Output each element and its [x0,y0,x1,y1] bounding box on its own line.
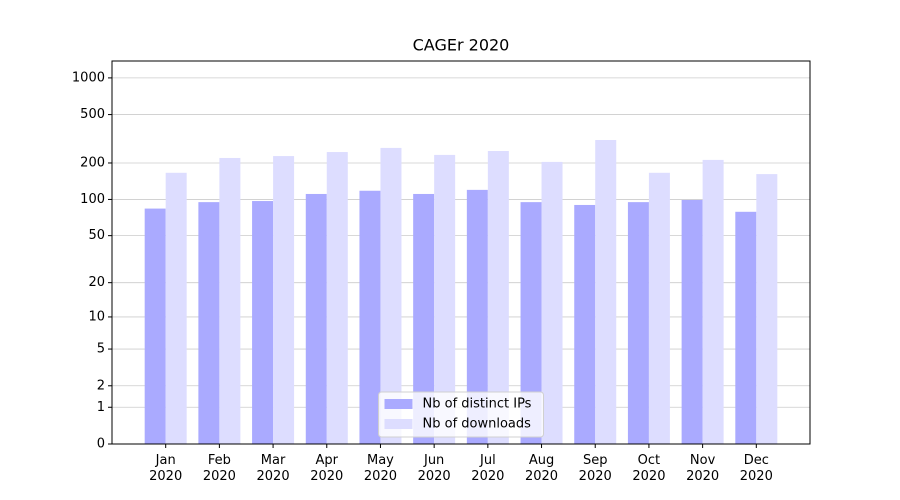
x-tick-label: Jul 2020 [471,453,505,484]
x-tick-label: Oct 2020 [632,453,666,484]
legend-label: Nb of downloads [423,417,532,432]
plot-frame [111,60,811,445]
legend-box [378,391,544,438]
y-tick-label: 200 [80,155,105,170]
x-tick-label: Nov 2020 [686,453,720,484]
x-tick-label: Aug 2020 [524,453,559,484]
bar [574,204,596,444]
bar [702,159,724,444]
bar [466,189,488,444]
bar [413,193,435,444]
x-tick-label: Feb 2020 [202,453,236,484]
legend-swatch [384,419,413,429]
legend-swatch [384,399,413,409]
y-tick-label: 5 [97,342,105,357]
bar [198,202,220,444]
y-tick-label: 100 [80,192,105,207]
x-tick-label: Sep 2020 [578,453,612,484]
bar [326,152,348,445]
bar [627,202,649,444]
bar [541,161,563,444]
bar [487,150,509,444]
bar [681,199,703,444]
bar [648,172,670,444]
bar [144,208,166,444]
x-tick-label: May 2020 [363,453,397,484]
legend-label: Nb of distinct IPs [423,397,532,412]
y-tick-label: 0 [97,437,105,452]
y-tick-label: 2 [97,378,105,393]
y-tick-label: 50 [88,228,105,243]
y-tick-label: 1 [97,400,105,415]
bar [520,202,542,444]
bar [595,140,617,444]
bar [735,211,757,444]
x-tick-label: Jan 2020 [149,453,183,484]
bar [219,157,241,444]
bar [305,193,327,444]
bar [434,154,456,444]
bar [273,156,295,444]
bar [359,190,381,444]
bar [252,201,274,444]
y-tick-label: 500 [80,107,105,122]
bar [380,147,402,444]
y-tick-label: 1000 [72,70,105,85]
x-tick-label: Apr 2020 [310,453,344,484]
bar [756,174,778,445]
bar [165,172,187,444]
chart-title: CAGEr 2020 [413,36,510,55]
x-tick-label: Mar 2020 [256,453,290,484]
x-tick-label: Dec 2020 [739,453,773,484]
y-tick-label: 20 [88,275,105,290]
x-tick-label: Jun 2020 [417,453,451,484]
y-tick-label: 10 [88,309,105,324]
